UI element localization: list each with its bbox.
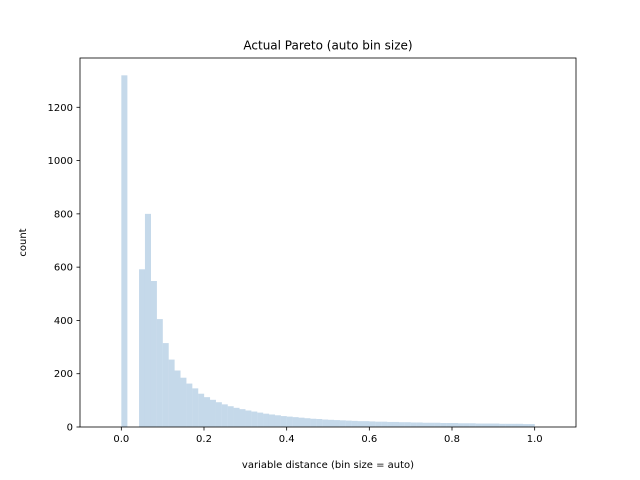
histogram-bar	[475, 423, 482, 427]
histogram-bar	[469, 423, 476, 427]
histogram-bar	[286, 416, 293, 427]
histogram-bar	[328, 419, 335, 427]
histogram-bar	[434, 422, 441, 427]
y-tick-label: 200	[54, 369, 73, 380]
histogram-bar	[487, 423, 494, 427]
histogram-bar	[398, 422, 405, 427]
chart-title: Actual Pareto (auto bin size)	[243, 39, 412, 53]
histogram-bar	[505, 423, 512, 427]
x-tick-label: 0.0	[113, 434, 129, 445]
x-tick-label: 0.6	[361, 434, 377, 445]
histogram-bar	[150, 281, 157, 427]
histogram-bar	[310, 418, 317, 427]
histogram-bar	[180, 377, 187, 427]
histogram-bar	[292, 417, 299, 427]
histogram-bar	[381, 421, 388, 427]
plot-frame	[79, 57, 577, 428]
histogram-bar	[227, 406, 234, 427]
histogram-bar	[369, 421, 376, 427]
histogram-bar	[268, 414, 275, 427]
histogram-bar	[428, 422, 435, 427]
y-axis-ticks: 0 200 400 600 800 1000 1200	[48, 103, 80, 434]
histogram-bar	[168, 359, 175, 427]
y-tick-label: 1000	[48, 156, 73, 167]
histogram-bar	[363, 421, 370, 427]
histogram-bar	[121, 75, 128, 427]
x-tick-label: 0.8	[444, 434, 460, 445]
histogram-bar	[215, 402, 222, 427]
x-tick-label: 1.0	[527, 434, 543, 445]
x-axis-ticks: 0.0 0.2 0.4 0.6 0.8 1.0	[113, 427, 543, 445]
histogram-bar	[263, 413, 270, 427]
histogram-bar	[156, 319, 163, 427]
histogram-bar	[499, 423, 506, 427]
histogram-bar	[375, 421, 382, 427]
histogram-bar	[357, 421, 364, 427]
histogram-bar	[257, 412, 264, 427]
x-tick-label: 0.4	[279, 434, 295, 445]
histogram-bar	[481, 423, 488, 427]
histogram-bar	[446, 423, 453, 427]
histogram-bar	[387, 421, 394, 427]
histogram-bar	[139, 269, 146, 427]
histogram-bar	[245, 410, 252, 427]
histogram-bar	[304, 418, 311, 427]
histogram-bar	[239, 409, 246, 427]
histogram-bar	[186, 383, 193, 427]
histogram-bar	[516, 423, 523, 427]
histogram-bar	[209, 399, 216, 427]
histogram-bar	[233, 407, 240, 427]
histogram-bar	[511, 423, 518, 427]
x-axis-label: variable distance (bin size = auto)	[242, 460, 414, 471]
histogram-bar	[457, 423, 464, 427]
histogram-bar	[345, 420, 352, 427]
histogram-bar	[174, 370, 181, 427]
histogram-bar	[144, 213, 151, 427]
histogram-bar	[404, 422, 411, 427]
histogram-bar	[298, 417, 305, 427]
histogram-bar	[322, 419, 329, 427]
histogram-bar	[333, 420, 340, 427]
histogram-bar	[162, 343, 169, 427]
histogram-bar	[440, 423, 447, 427]
y-tick-label: 1200	[48, 103, 73, 114]
histogram-bar	[204, 397, 211, 427]
histogram-bar	[410, 422, 417, 427]
histogram-bar	[493, 423, 500, 427]
y-axis-label: count	[18, 228, 29, 256]
histogram-bars	[121, 75, 535, 427]
histogram-bar	[192, 388, 199, 427]
histogram-bar	[416, 422, 423, 427]
histogram-bar	[280, 416, 287, 427]
histogram-bar	[522, 424, 529, 427]
histogram-bar	[339, 420, 346, 427]
histogram-bar	[198, 393, 205, 427]
histogram-bar	[463, 423, 470, 427]
histogram-bar	[221, 404, 228, 427]
histogram-bar	[528, 424, 535, 427]
x-tick-label: 0.2	[196, 434, 212, 445]
histogram-bar	[452, 423, 459, 427]
y-tick-label: 800	[54, 209, 73, 220]
y-tick-label: 600	[54, 263, 73, 274]
histogram-bar	[392, 421, 399, 427]
y-tick-label: 400	[54, 316, 73, 327]
histogram-bar	[422, 422, 429, 427]
y-tick-label: 0	[67, 423, 73, 434]
histogram-bar	[316, 419, 323, 427]
histogram-bar	[251, 411, 258, 427]
histogram-bar	[351, 420, 358, 427]
histogram-bar	[274, 415, 281, 427]
